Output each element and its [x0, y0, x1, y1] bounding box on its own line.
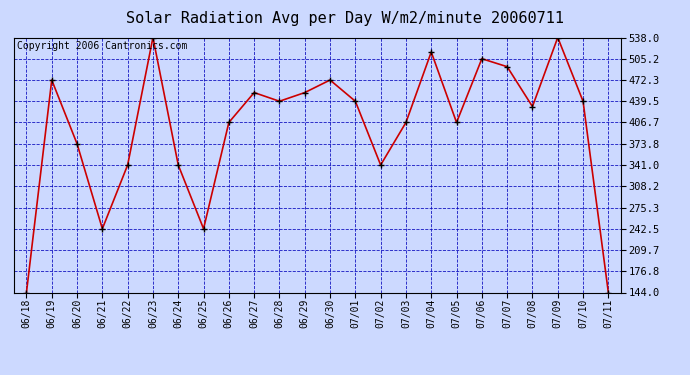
Text: Solar Radiation Avg per Day W/m2/minute 20060711: Solar Radiation Avg per Day W/m2/minute … — [126, 11, 564, 26]
Text: Copyright 2006 Cantronics.com: Copyright 2006 Cantronics.com — [17, 41, 187, 51]
